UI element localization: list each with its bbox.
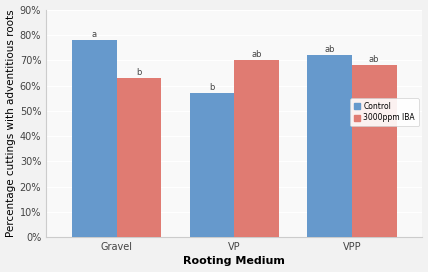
Bar <box>190 93 234 237</box>
Text: ab: ab <box>369 55 380 64</box>
Text: b: b <box>136 68 142 77</box>
Bar <box>352 65 397 237</box>
Text: b: b <box>209 83 214 92</box>
Legend: Control, 3000ppm IBA: Control, 3000ppm IBA <box>350 98 419 126</box>
Text: a: a <box>92 30 97 39</box>
X-axis label: Rooting Medium: Rooting Medium <box>183 256 285 267</box>
Bar <box>72 40 117 237</box>
Bar <box>307 55 352 237</box>
Bar <box>234 60 279 237</box>
Text: ab: ab <box>251 50 262 59</box>
Bar <box>117 78 161 237</box>
Text: ab: ab <box>324 45 335 54</box>
Y-axis label: Percentage cuttings with adventitious roots: Percentage cuttings with adventitious ro… <box>6 10 15 237</box>
